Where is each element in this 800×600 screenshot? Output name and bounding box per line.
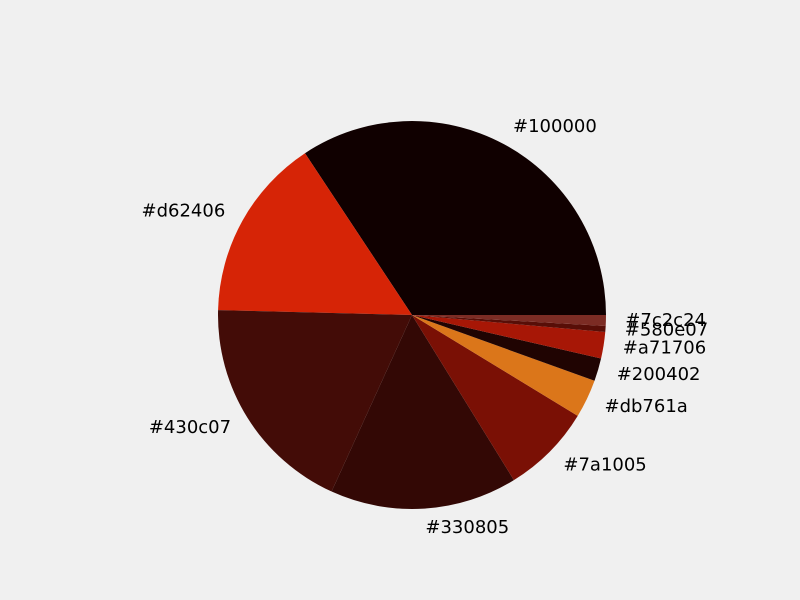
slice-label: #7c2c24 — [625, 310, 706, 331]
slice-label: #a71706 — [623, 337, 706, 358]
pie-slice — [304, 121, 606, 315]
slice-label: #580e07 — [625, 319, 708, 340]
pie-slice — [412, 315, 578, 481]
slice-label: #430c07 — [149, 417, 231, 438]
pie-slice — [412, 315, 606, 359]
pie-slice — [412, 315, 602, 381]
slice-label: #7a1005 — [563, 454, 646, 475]
pie-slices — [217, 121, 606, 509]
pie-slice — [412, 315, 606, 333]
slice-label: #200402 — [617, 364, 701, 385]
pie-slice — [217, 310, 412, 492]
pie-slice — [218, 153, 412, 315]
pie-slice — [412, 315, 595, 416]
pie-labels: #100000 #d62406 #430c07 #330805 #7a1005 #db76… — [142, 116, 709, 538]
pie-slice — [412, 315, 606, 326]
slice-label: #db761a — [605, 396, 688, 417]
pie-slice — [331, 315, 514, 509]
slice-label: #100000 — [513, 116, 597, 137]
slice-label: #330805 — [425, 517, 509, 538]
slice-label: #d62406 — [142, 201, 226, 222]
